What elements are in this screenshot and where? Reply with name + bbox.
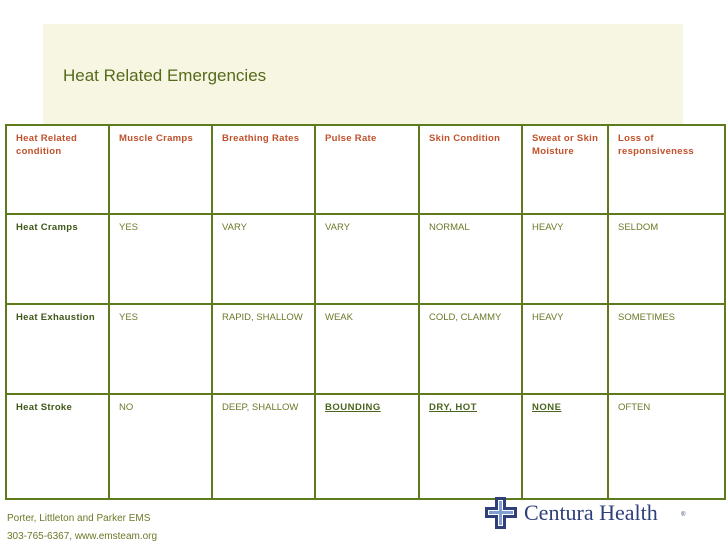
table-cell: OFTEN bbox=[607, 393, 726, 500]
table-cell-emphasized: BOUNDING bbox=[314, 393, 420, 500]
header-cell-sweat: Sweat or Skin Moisture bbox=[521, 124, 609, 215]
centura-health-logo: Centura Health ® bbox=[484, 496, 696, 530]
header-cell-responsiveness: Loss of responsiveness bbox=[607, 124, 726, 215]
header-cell-pulse-rate: Pulse Rate bbox=[314, 124, 420, 215]
header-cell-muscle-cramps: Muscle Cramps bbox=[108, 124, 213, 215]
logo-wordmark: Centura Health bbox=[524, 500, 658, 525]
row-label-heat-exhaustion: Heat Exhaustion bbox=[5, 303, 110, 395]
table-cell-emphasized: DRY, HOT bbox=[418, 393, 523, 500]
table-cell-emphasized: NONE bbox=[521, 393, 609, 500]
heat-emergencies-table: Heat Related condition Muscle Cramps Bre… bbox=[5, 124, 726, 500]
table-cell: RAPID, SHALLOW bbox=[211, 303, 316, 395]
table-cell: YES bbox=[108, 213, 213, 305]
table-row: Heat Exhaustion YES RAPID, SHALLOW WEAK … bbox=[5, 303, 726, 395]
title-band bbox=[43, 24, 683, 124]
table-cell: VARY bbox=[211, 213, 316, 305]
table-row: Heat Cramps YES VARY VARY NORMAL HEAVY S… bbox=[5, 213, 726, 305]
header-row: Heat Related condition Muscle Cramps Bre… bbox=[5, 124, 726, 215]
cross-logo-icon bbox=[485, 497, 517, 529]
table-cell: SOMETIMES bbox=[607, 303, 726, 395]
table-cell: VARY bbox=[314, 213, 420, 305]
header-cell-condition: Heat Related condition bbox=[5, 124, 110, 215]
table-cell: WEAK bbox=[314, 303, 420, 395]
header-cell-skin-condition: Skin Condition bbox=[418, 124, 523, 215]
table-cell: SELDOM bbox=[607, 213, 726, 305]
table-cell: DEEP, SHALLOW bbox=[211, 393, 316, 500]
table-cell: HEAVY bbox=[521, 303, 609, 395]
row-label-heat-cramps: Heat Cramps bbox=[5, 213, 110, 305]
footer-contact: 303-765-6367, www.emsteam.org bbox=[7, 531, 158, 542]
row-label-heat-stroke: Heat Stroke bbox=[5, 393, 110, 500]
registered-mark: ® bbox=[681, 512, 686, 518]
table-cell: COLD, CLAMMY bbox=[418, 303, 523, 395]
footer-organization: Porter, Littleton and Parker EMS bbox=[7, 513, 151, 524]
table-row: Heat Stroke NO DEEP, SHALLOW BOUNDING DR… bbox=[5, 393, 726, 500]
table-cell: NO bbox=[108, 393, 213, 500]
table-cell: HEAVY bbox=[521, 213, 609, 305]
table-cell: NORMAL bbox=[418, 213, 523, 305]
header-cell-breathing-rates: Breathing Rates bbox=[211, 124, 316, 215]
page-title: Heat Related Emergencies bbox=[63, 66, 267, 85]
table-cell: YES bbox=[108, 303, 213, 395]
